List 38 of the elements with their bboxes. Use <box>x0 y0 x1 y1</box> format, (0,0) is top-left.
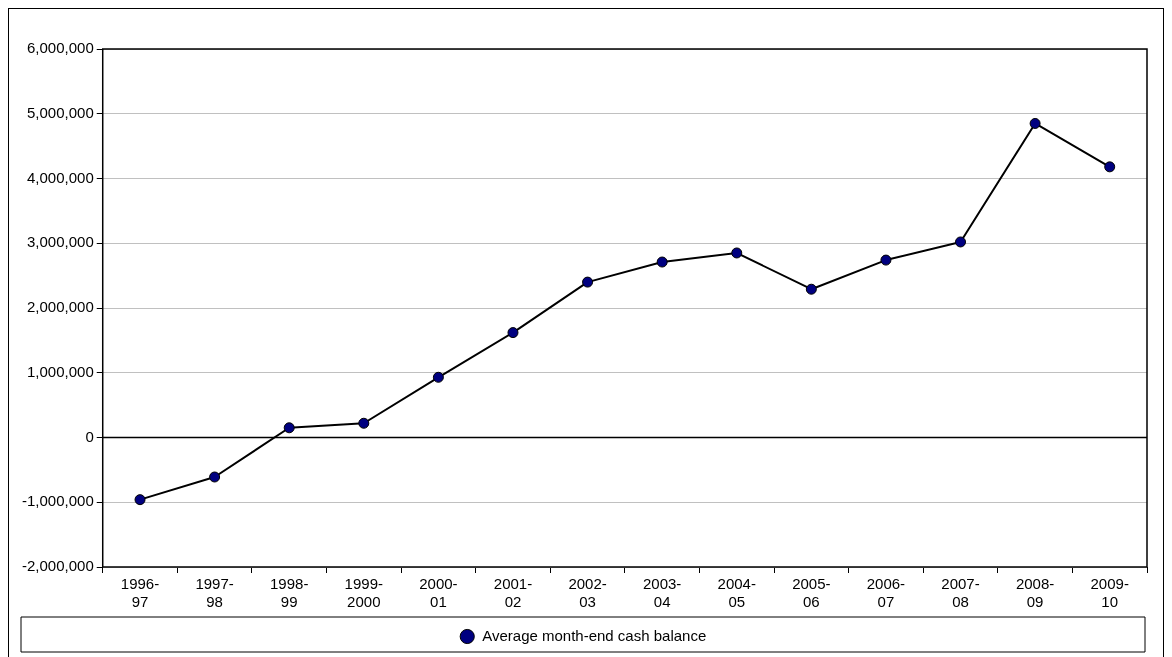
point <box>283 422 295 434</box>
y-tick-label: 1,000,000 <box>26 362 94 380</box>
x-tick-label: 2004-05 <box>717 575 756 611</box>
point <box>134 494 146 506</box>
point <box>656 256 668 268</box>
x-tick-label: 2007-08 <box>941 575 980 611</box>
x-tick-label: 1998-99 <box>270 575 309 611</box>
y-tick-label: 6,000,000 <box>26 39 94 57</box>
x-tick-label: 2001-02 <box>493 575 533 611</box>
y-tick-label: 2,000,000 <box>26 298 94 316</box>
y-tick-label: 4,000,000 <box>26 168 94 186</box>
y-tick-label: 5,000,000 <box>26 103 94 121</box>
x-tick-label: 2005-06 <box>792 575 831 611</box>
point <box>1104 161 1116 173</box>
point <box>358 417 370 429</box>
point <box>805 283 817 295</box>
x-tick-label: 2000-01 <box>419 575 458 611</box>
point <box>955 236 967 248</box>
x-tick-label: 2008-09 <box>1015 575 1055 611</box>
x-tick-label: 2006-07 <box>866 575 906 611</box>
point <box>432 371 444 383</box>
point <box>731 247 743 259</box>
y-tick-label: 3,000,000 <box>26 233 94 251</box>
y-tick-label: 0 <box>85 427 94 445</box>
point <box>582 276 594 288</box>
x-tick-label: 2003-04 <box>642 575 682 611</box>
legend-label: Average month-end cash balance <box>482 626 707 644</box>
point <box>507 327 519 339</box>
x-tick-label: 2009-10 <box>1090 575 1129 611</box>
x-tick-label: 1997-98 <box>195 575 234 611</box>
y-tick-label: -2,000,000 <box>21 557 94 575</box>
x-tick-label: 2002-03 <box>568 575 607 611</box>
y-tick-label: -1,000,000 <box>21 492 94 510</box>
point <box>880 254 892 266</box>
x-tick-label: 1996-97 <box>120 575 160 611</box>
point <box>1029 117 1041 129</box>
point <box>209 471 221 483</box>
x-tick-label: 1999-2000 <box>344 575 383 611</box>
